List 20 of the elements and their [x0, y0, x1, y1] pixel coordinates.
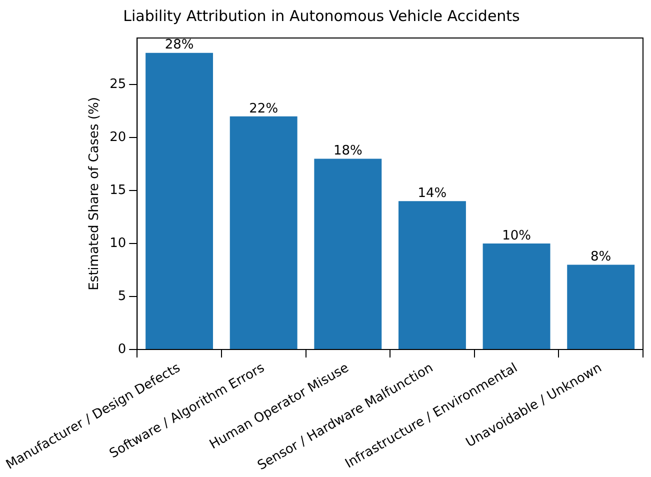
- bar: [567, 264, 635, 349]
- bar: [146, 52, 214, 349]
- data-label: 22%: [249, 101, 278, 116]
- y-tick-label: 5: [118, 288, 126, 304]
- chart-title: Liability Attribution in Autonomous Vehicle Accidents: [123, 6, 520, 25]
- data-label: 10%: [502, 228, 531, 244]
- y-axis-title: Estimated Share of Cases (%): [87, 97, 102, 290]
- y-tick-label: 20: [110, 130, 126, 145]
- y-tick-label: 15: [110, 182, 126, 198]
- bar: [230, 116, 298, 349]
- bar: [398, 201, 466, 349]
- data-label: 18%: [333, 144, 362, 159]
- data-label: 28%: [164, 38, 194, 53]
- bar: [482, 244, 550, 349]
- y-tick-label: 10: [110, 236, 126, 251]
- bar: [314, 158, 382, 349]
- data-label: 14%: [418, 186, 447, 202]
- data-label: 8%: [590, 250, 612, 265]
- y-tick-label: 0: [118, 342, 126, 357]
- y-tick-label: 25: [110, 76, 126, 92]
